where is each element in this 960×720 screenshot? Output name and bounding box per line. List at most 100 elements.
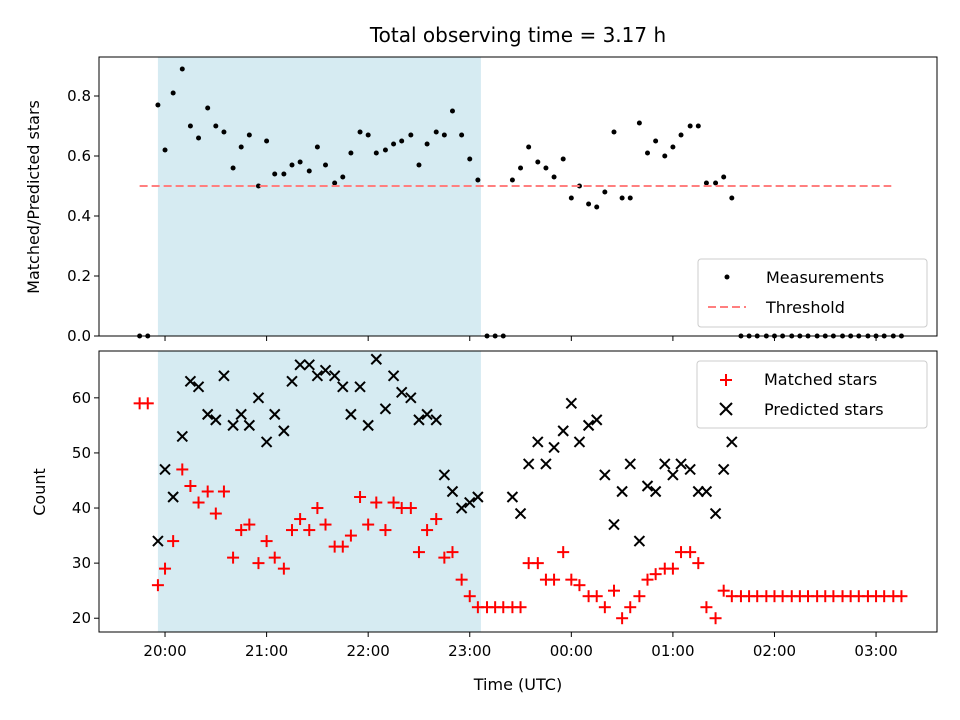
x-b <box>700 485 713 498</box>
x-tick-label: 22:00 <box>347 642 390 660</box>
x-b <box>692 485 705 498</box>
predicted-stars-point <box>548 441 560 454</box>
x-b <box>192 381 205 393</box>
top-y-ticks: 0.0 0.2 0.4 0.6 0.8 <box>67 87 99 345</box>
matched-stars-point <box>573 579 586 592</box>
predicted-stars-point <box>522 458 535 470</box>
measurement-point <box>678 132 684 138</box>
predicted-stars-point <box>379 403 392 415</box>
predicted-stars-point <box>464 496 476 509</box>
measurement-point <box>365 132 371 138</box>
x-b <box>582 419 595 432</box>
matched-stars-point <box>209 507 222 520</box>
predicted-stars-point <box>294 359 306 371</box>
matched-stars-point <box>463 590 476 603</box>
predicted-stars-point <box>659 458 671 470</box>
x-b <box>726 436 738 448</box>
x-tick-label: 02:00 <box>753 642 796 660</box>
threshold-legend-label: Threshold <box>765 298 845 317</box>
predicted-stars-point <box>446 485 459 498</box>
x-b <box>717 463 730 476</box>
predicted-stars-point <box>649 485 662 498</box>
predicted-stars-point <box>278 425 290 437</box>
chart-title: Total observing time = 3.17 h <box>369 23 666 47</box>
x-b <box>210 414 222 426</box>
measurement-point <box>332 180 338 186</box>
y-tick-label: 0.2 <box>67 267 91 285</box>
measurement-point <box>281 171 287 177</box>
x-tick-label: 20:00 <box>143 642 186 660</box>
predicted-stars-legend-marker <box>719 402 733 416</box>
x-b <box>152 535 164 547</box>
y-tick-label: 0.4 <box>67 207 91 225</box>
bottom-marks <box>133 353 908 625</box>
x-tick-label: 03:00 <box>854 642 897 660</box>
measurement-point <box>289 162 295 168</box>
measurement-point <box>467 156 473 162</box>
predicted-stars-point <box>675 458 687 470</box>
matched-stars-point <box>260 535 273 548</box>
measurement-point <box>238 144 244 150</box>
top-axes-frame <box>98 56 938 337</box>
matched-stars-point <box>176 463 189 476</box>
predicted-stars-point <box>395 386 408 399</box>
top-subplot: 0.00.20.40.60.8 Matched/Predicted stars … <box>24 56 938 345</box>
x-b <box>599 469 611 481</box>
x-b <box>286 375 298 388</box>
x-b <box>167 491 179 503</box>
measurement-point <box>221 129 227 135</box>
predicted-stars-point <box>506 491 519 503</box>
top-legend: Measurements Threshold <box>697 258 928 328</box>
matched-stars-point <box>370 496 383 509</box>
measurement-point <box>155 102 161 108</box>
x-b <box>430 414 442 426</box>
x-b <box>395 386 408 399</box>
predicted-stars-point <box>227 419 239 432</box>
predicted-stars-point <box>387 370 400 382</box>
matched-stars-point <box>294 513 307 526</box>
predicted-stars-point <box>599 469 611 481</box>
measurement-point <box>213 123 219 129</box>
measurement-point <box>297 159 303 165</box>
bottom-y-axis-label: Count <box>30 468 49 516</box>
predicted-stars-point <box>455 502 468 514</box>
measurement-point <box>586 201 592 207</box>
y-tick-label: 50 <box>72 444 91 462</box>
matched-stars-point <box>404 502 417 515</box>
measurement-point <box>703 180 709 186</box>
x-b <box>235 408 247 421</box>
x-b <box>354 381 366 393</box>
predicted-stars-point <box>540 458 552 470</box>
x-b <box>184 375 197 388</box>
matched-stars-point <box>709 612 722 625</box>
matched-stars-point <box>666 562 679 575</box>
predicted-stars-point <box>591 414 603 426</box>
matched-stars-point <box>268 551 281 564</box>
matched-stars-point <box>387 496 400 509</box>
matched-stars-point <box>700 601 713 614</box>
predicted-stars-point <box>370 353 383 365</box>
predicted-stars-point <box>176 430 188 443</box>
predicted-stars-point <box>192 381 205 393</box>
x-b <box>337 381 349 393</box>
matched-stars-point <box>455 573 468 586</box>
x-b <box>252 392 265 404</box>
measurement-point <box>246 132 252 138</box>
x-b <box>387 370 400 382</box>
predicted-stars-point <box>430 414 442 426</box>
x-b <box>405 392 417 404</box>
measurement-point <box>441 132 447 138</box>
measurement-point <box>645 150 651 156</box>
measurement-point <box>568 195 574 201</box>
predicted-stars-point <box>328 370 341 382</box>
matched-stars-point <box>717 584 730 597</box>
x-b <box>159 463 171 476</box>
measurement-point <box>619 195 625 201</box>
matched-stars-point <box>379 524 392 537</box>
matched-stars-point <box>430 513 443 526</box>
matched-stars-point <box>336 540 349 553</box>
y-tick-label: 20 <box>72 609 91 627</box>
predicted-stars-point <box>413 414 425 426</box>
measurement-point <box>340 174 346 180</box>
bottom-legend: Matched stars Predicted stars <box>696 360 928 429</box>
